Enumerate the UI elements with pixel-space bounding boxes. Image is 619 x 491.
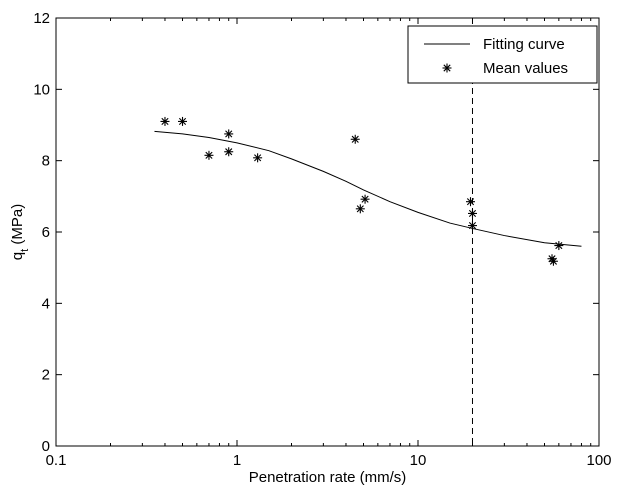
legend-label-fitting-curve: Fitting curve [483, 36, 565, 53]
y-axis-label-unit: (MPa) [9, 204, 26, 249]
x-tick-label: 10 [410, 452, 427, 469]
plot-area [56, 18, 599, 446]
legend-marker-sample [442, 63, 452, 73]
mean-value-point [467, 221, 477, 231]
mean-value-point [355, 204, 365, 214]
y-axis-label-main: q [9, 252, 26, 260]
x-tick-label: 100 [586, 452, 611, 469]
x-tick-label: 1 [233, 452, 241, 469]
mean-value-point [467, 208, 477, 218]
legend-asterisk [442, 63, 452, 73]
x-axis-label: Penetration rate (mm/s) [249, 469, 407, 486]
fitting-curve-layer [154, 130, 582, 247]
axis-tick-labels: 0.1 1 10 100 0 2 4 6 8 10 12 [33, 10, 611, 469]
mean-value-point [204, 150, 214, 160]
y-axis-label-subscript: t [19, 249, 31, 252]
mean-value-point [224, 129, 234, 139]
y-tick-label: 4 [42, 295, 50, 312]
y-tick-label: 0 [42, 438, 50, 455]
y-tick-label: 6 [42, 224, 50, 241]
mean-value-point [224, 147, 234, 157]
mean-value-point [360, 194, 370, 204]
mean-value-point [465, 197, 475, 207]
mean-value-point [253, 153, 263, 163]
mean-value-point [178, 116, 188, 126]
y-axis-label: qt (MPa) [9, 204, 31, 260]
y-tick-label: 2 [42, 367, 50, 384]
fitting-curve-line [154, 130, 582, 247]
legend-label-mean-values: Mean values [483, 60, 568, 77]
axis-ticks [55, 17, 600, 447]
mean-value-point [350, 134, 360, 144]
y-tick-label: 12 [33, 10, 50, 27]
legend-box [407, 25, 598, 84]
x-tick-label: 0.1 [46, 452, 67, 469]
legend: Fitting curve Mean values [407, 25, 598, 84]
mean-value-point [554, 241, 564, 251]
mean-values-layer [160, 116, 564, 266]
mean-value-point [160, 116, 170, 126]
y-tick-label: 8 [42, 153, 50, 170]
mean-value-point [548, 256, 558, 266]
y-tick-label: 10 [33, 81, 50, 98]
